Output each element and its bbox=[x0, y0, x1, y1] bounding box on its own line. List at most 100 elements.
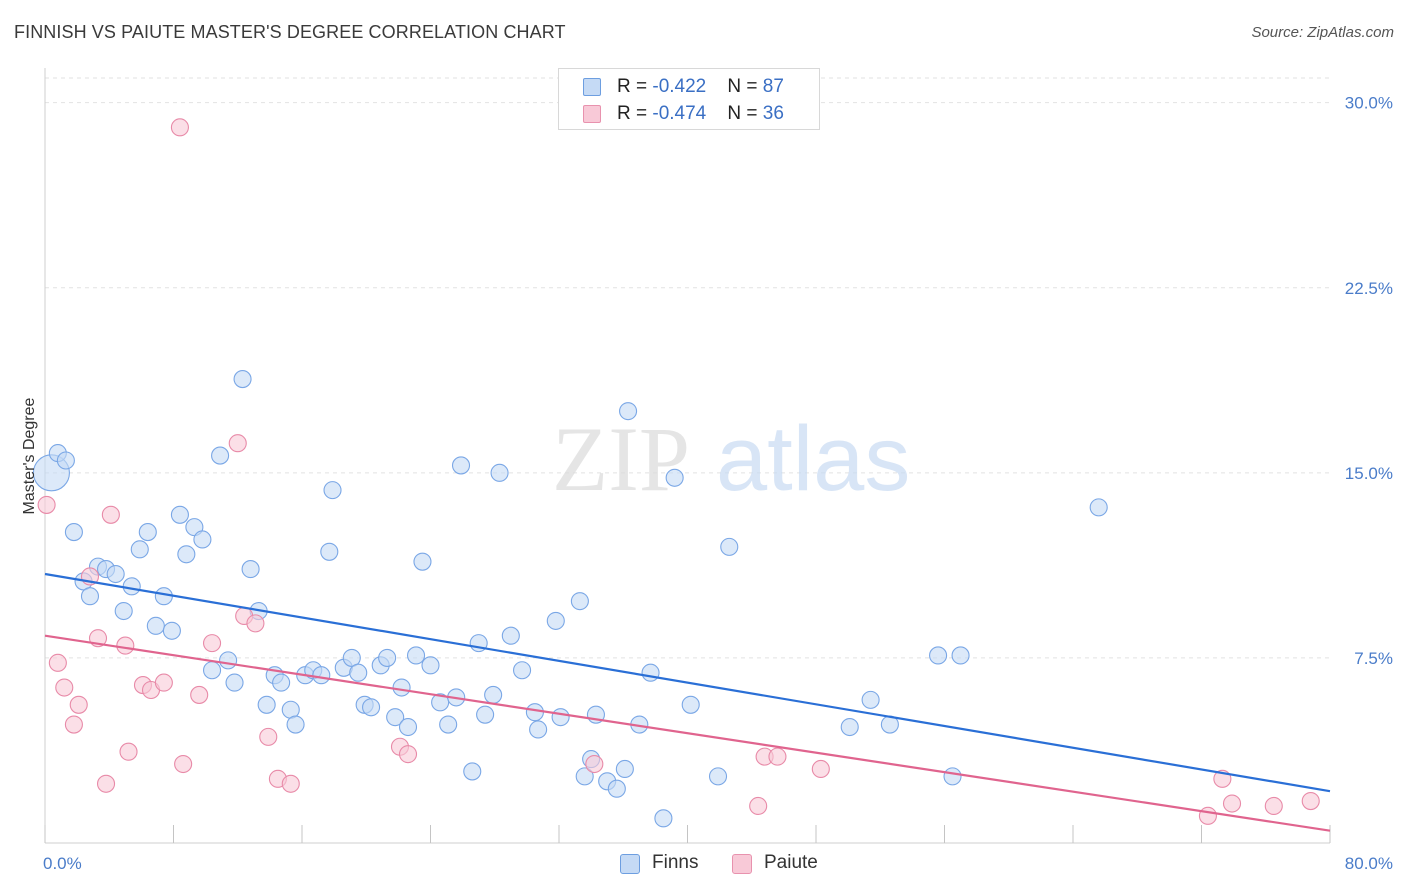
chart-title: FINNISH VS PAIUTE MASTER'S DEGREE CORREL… bbox=[14, 22, 566, 42]
data-point bbox=[80, 587, 100, 606]
data-point bbox=[1264, 796, 1283, 816]
data-point bbox=[1089, 498, 1108, 517]
watermark-zip: ZIP bbox=[552, 408, 690, 510]
data-point bbox=[320, 542, 339, 561]
data-point bbox=[406, 646, 426, 665]
data-point bbox=[546, 611, 565, 630]
data-point bbox=[476, 705, 495, 724]
data-point bbox=[170, 118, 189, 137]
data-point bbox=[106, 564, 125, 584]
y-axis-label: Master's Degree bbox=[21, 397, 38, 514]
series-paiute bbox=[37, 118, 1320, 825]
data-point bbox=[48, 653, 67, 672]
data-point bbox=[575, 767, 594, 786]
data-point bbox=[323, 481, 342, 500]
data-point bbox=[286, 715, 305, 734]
data-point bbox=[130, 540, 149, 559]
data-point bbox=[585, 754, 604, 774]
stats-legend: R = -0.422 N = 87 R = -0.474 N = 36 bbox=[558, 68, 820, 130]
data-point bbox=[451, 456, 471, 475]
data-point bbox=[1222, 794, 1242, 813]
data-point bbox=[943, 767, 962, 786]
legend-r-value: -0.474 bbox=[652, 103, 707, 124]
data-point bbox=[654, 809, 673, 828]
data-point bbox=[570, 592, 589, 611]
data-point bbox=[64, 523, 83, 542]
legend-n-value: 87 bbox=[762, 76, 784, 97]
data-point bbox=[177, 545, 196, 564]
data-point bbox=[170, 505, 189, 524]
legend-swatch-finns bbox=[620, 854, 640, 874]
data-point bbox=[122, 577, 141, 596]
data-point bbox=[349, 663, 368, 682]
watermark-atlas: atlas bbox=[716, 408, 910, 510]
data-point bbox=[398, 745, 418, 764]
y-tick-label: 30.0% bbox=[1345, 94, 1393, 113]
data-point bbox=[154, 673, 173, 692]
data-point bbox=[413, 552, 432, 571]
data-point bbox=[665, 468, 684, 487]
data-point bbox=[681, 695, 700, 714]
data-point bbox=[138, 523, 157, 542]
data-point bbox=[228, 434, 247, 453]
data-point bbox=[768, 747, 787, 766]
data-point bbox=[116, 636, 135, 655]
data-points bbox=[32, 118, 1320, 828]
data-point bbox=[1301, 791, 1320, 811]
legend-swatch-finns bbox=[583, 78, 601, 96]
data-point bbox=[720, 537, 739, 556]
data-point bbox=[96, 774, 116, 793]
data-point bbox=[861, 690, 880, 709]
data-point bbox=[190, 685, 209, 704]
data-point bbox=[749, 796, 768, 816]
data-point bbox=[501, 626, 520, 645]
data-point bbox=[174, 754, 193, 774]
data-point bbox=[840, 717, 859, 737]
y-tick-label: 22.5% bbox=[1345, 279, 1393, 298]
data-point bbox=[641, 663, 660, 682]
trend-line-finns bbox=[44, 572, 1331, 793]
data-point bbox=[272, 673, 291, 692]
data-point bbox=[37, 495, 56, 514]
legend-label-finns: Finns bbox=[652, 852, 699, 873]
data-point bbox=[398, 717, 418, 737]
data-point bbox=[64, 715, 83, 734]
data-point bbox=[362, 698, 381, 717]
data-point bbox=[211, 446, 230, 465]
x-tick-labels: 0.0% 80.0% bbox=[43, 854, 1393, 873]
y-tick-label: 7.5% bbox=[1354, 649, 1393, 668]
data-point bbox=[114, 601, 133, 621]
legend-r-value: -0.422 bbox=[652, 76, 707, 97]
data-point bbox=[421, 656, 440, 675]
y-tick-labels: 7.5% 15.0% 22.5% 30.0% bbox=[1345, 94, 1393, 668]
grid-lines bbox=[45, 77, 1330, 659]
data-point bbox=[463, 762, 482, 781]
x-tick-label: 0.0% bbox=[43, 854, 82, 873]
y-tick-label: 15.0% bbox=[1345, 464, 1393, 483]
data-point bbox=[951, 646, 970, 665]
data-point bbox=[241, 560, 260, 579]
legend-label-paiute: Paiute bbox=[764, 852, 818, 873]
data-point bbox=[490, 463, 509, 482]
data-point bbox=[551, 708, 570, 727]
legend-n-label: N = bbox=[727, 76, 763, 97]
legend-n-label: N = bbox=[727, 103, 763, 124]
data-point bbox=[1198, 806, 1217, 825]
data-point bbox=[257, 695, 276, 714]
data-point bbox=[219, 651, 238, 670]
data-point bbox=[607, 779, 626, 798]
data-point bbox=[708, 767, 728, 786]
data-point bbox=[119, 742, 138, 761]
data-point bbox=[56, 451, 75, 470]
legend-r-label: R = bbox=[617, 103, 653, 124]
data-point bbox=[203, 634, 222, 653]
data-point bbox=[378, 648, 397, 667]
data-point bbox=[386, 708, 405, 727]
data-point bbox=[55, 678, 74, 697]
data-point bbox=[233, 370, 252, 389]
data-point bbox=[281, 774, 300, 793]
data-point bbox=[193, 530, 212, 549]
data-point bbox=[203, 661, 222, 680]
x-tick-label: 80.0% bbox=[1345, 854, 1393, 873]
data-point bbox=[929, 646, 948, 665]
